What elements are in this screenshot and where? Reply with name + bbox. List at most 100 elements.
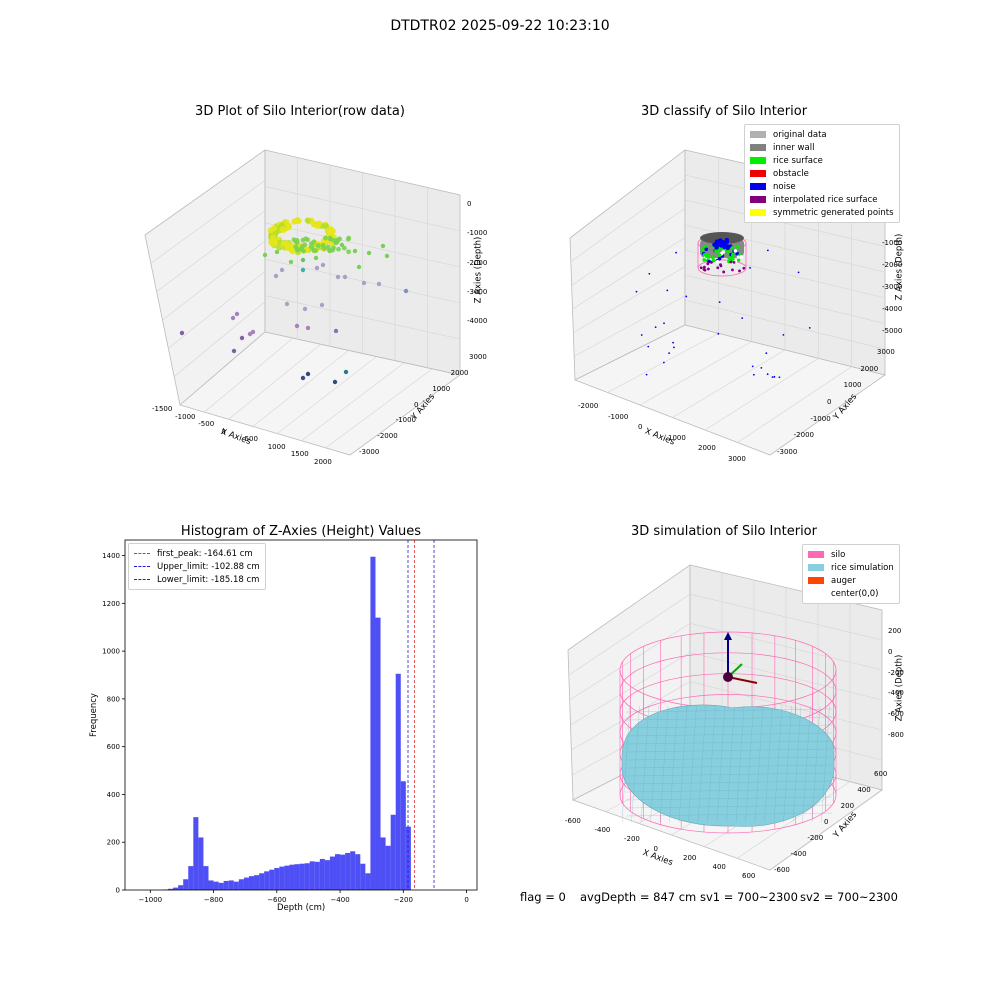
legend-label: inner wall (773, 142, 815, 153)
raw-point (327, 235, 333, 241)
raw-point (335, 274, 341, 280)
histogram-bar (193, 817, 199, 890)
panel1-z-tick: -2000 (467, 258, 488, 267)
classified-point (711, 255, 715, 260)
raw-point (366, 250, 372, 256)
panel1-y-tick: 1000 (432, 384, 451, 393)
raw-point (313, 248, 319, 254)
raw-point (294, 323, 300, 329)
histogram-x-tick: −1000 (138, 896, 162, 904)
raw-point (305, 325, 311, 331)
noise-point (640, 334, 643, 336)
histogram-bar (375, 617, 381, 890)
interpolated-point (702, 265, 706, 269)
noise-point (718, 301, 721, 304)
raw-point (319, 302, 325, 308)
panel1-x-tick: -1000 (175, 412, 196, 421)
panel2-z-tick: -2000 (882, 261, 903, 269)
panel1-z-tick: -1000 (467, 229, 488, 238)
noise-point (662, 361, 665, 364)
histogram-bar (274, 868, 280, 890)
raw-point (346, 249, 352, 255)
noise-point (752, 373, 755, 376)
histogram-y-tick: 0 (116, 887, 120, 895)
raw-point (308, 241, 314, 247)
raw-point (403, 288, 409, 294)
panel4-legend: silo rice simulation auger center(0,0) (802, 544, 900, 604)
raw-point (305, 371, 311, 377)
legend-swatch (750, 183, 766, 190)
histogram-y-tick: 600 (107, 743, 120, 751)
histogram-y-tick: 1000 (102, 648, 120, 656)
panel1-axes (144, 149, 461, 456)
raw-point (247, 331, 253, 337)
histogram-bar (385, 845, 391, 890)
legend-swatch (750, 131, 766, 138)
footer-sv1: sv1 = 700~2300 (700, 890, 798, 904)
histogram-bar (188, 866, 194, 890)
raw-point (271, 240, 278, 247)
panel2-y-tick: 2000 (860, 364, 879, 373)
legend-entry: inner wall (750, 141, 894, 154)
histogram-bar (345, 852, 351, 890)
legend-entry: Upper_limit: -102.88 cm (134, 560, 260, 573)
interpolated-point (742, 266, 746, 270)
raw-point (179, 330, 185, 336)
noise-point (635, 290, 638, 293)
panel2-y-tick: -3000 (777, 448, 798, 456)
histogram-bar (233, 881, 239, 890)
legend-label: auger (831, 575, 856, 586)
interpolated-point (729, 260, 733, 264)
footer-flag: flag = 0 (520, 890, 566, 904)
raw-point (234, 311, 240, 317)
legend-line (134, 553, 150, 554)
panel4-axes (567, 564, 883, 871)
panel1-x-tick: 0 (221, 427, 226, 436)
raw-point (300, 237, 306, 243)
raw-point (288, 259, 294, 265)
noise-point (771, 376, 774, 379)
panel1-x-tick: 1500 (290, 450, 309, 459)
raw-point (333, 240, 339, 246)
noise-point (717, 332, 720, 335)
noise-point (766, 249, 769, 252)
raw-point (230, 315, 236, 321)
raw-point (376, 281, 382, 287)
classified-point (714, 249, 718, 253)
legend-line (134, 579, 150, 580)
interpolated-point (703, 268, 707, 272)
histogram-bar (400, 781, 406, 890)
raw-point (336, 246, 341, 252)
histogram-bar (208, 880, 214, 890)
legend-swatch (750, 170, 766, 177)
noise-point (765, 352, 768, 355)
raw-point (339, 242, 345, 248)
histogram-y-tick: 1400 (102, 552, 120, 560)
classified-point (702, 258, 706, 262)
classified-point (702, 252, 707, 257)
histogram-bar (340, 854, 346, 890)
legend-entry: Lower_limit: -185.18 cm (134, 573, 260, 586)
panel2-title: 3D classify of Silo Interior (640, 104, 808, 119)
raw-point (285, 224, 292, 231)
legend-entry: interpolated rice surface (750, 193, 894, 206)
histogram-bar (238, 879, 244, 890)
raw-point (337, 236, 342, 242)
panel1-y-tick: 0 (414, 400, 419, 409)
raw-point (361, 280, 367, 286)
histogram-x-tick: −600 (267, 896, 286, 904)
panel2-x-tick: 1000 (668, 433, 686, 442)
classified-point (717, 253, 722, 257)
legend-label: noise (773, 181, 796, 192)
noise-point (722, 244, 727, 250)
panel4-x-tick: 0 (653, 844, 658, 853)
histogram-bar (198, 837, 204, 890)
raw-point (299, 244, 305, 250)
legend-line (134, 566, 150, 567)
panel1-z-tick: -3000 (467, 287, 488, 296)
panel4-z-tick: 0 (888, 647, 893, 656)
panel3-title: Histogram of Z-Axies (Height) Values (180, 524, 422, 539)
panel2-y-tick: 3000 (877, 348, 895, 356)
histogram-y-tick: 400 (107, 791, 120, 799)
classified-point (735, 251, 739, 256)
